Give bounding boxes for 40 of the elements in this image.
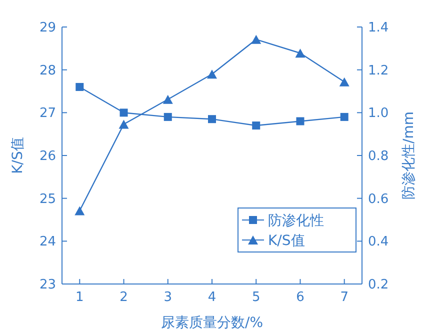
y2-tick-label: 1.2 [368, 63, 389, 78]
legend-label: 防渗化性 [268, 212, 324, 229]
point [251, 34, 262, 44]
point [296, 117, 304, 126]
point [74, 206, 85, 216]
point [208, 115, 216, 124]
x-tick-label: 3 [164, 290, 172, 305]
y2-tick-label: 0.4 [368, 234, 389, 250]
x-tick-label: 7 [340, 290, 348, 305]
y2-axis-title: 防渗化性/mm [401, 112, 417, 200]
point [118, 120, 129, 129]
y-tick-label: 26 [39, 149, 56, 164]
point [340, 112, 348, 121]
y2-tick-label: 0.2 [368, 278, 389, 293]
point [252, 122, 260, 130]
x-tick-label: 6 [296, 290, 304, 305]
y-tick-label: 29 [39, 20, 56, 36]
y2-tick-label: 1.0 [368, 106, 389, 122]
x-axis-title: 尿素质量分数/% [160, 315, 264, 331]
point [339, 77, 350, 86]
x-tick-label: 5 [252, 290, 260, 305]
legend-label: K/S值 [268, 232, 305, 249]
x-tick-label: 2 [120, 290, 128, 305]
x-tick-label: 4 [208, 290, 216, 305]
x-tick-label: 1 [76, 290, 84, 305]
y2-tick-label: 1.4 [368, 20, 389, 36]
point [164, 112, 172, 121]
y2-tick-label: 0.8 [368, 149, 389, 164]
y2-tick-label: 0.6 [368, 192, 389, 207]
point [162, 94, 173, 104]
point [76, 82, 84, 91]
point [295, 48, 306, 58]
y-tick-label: 28 [39, 63, 56, 78]
y-tick-label: 24 [39, 234, 56, 250]
y-axis-title: K/S值 [10, 137, 26, 174]
y-tick-label: 23 [39, 278, 56, 293]
y-tick-label: 25 [39, 192, 56, 207]
y-tick-label: 27 [39, 106, 56, 122]
point [120, 108, 128, 117]
point [207, 70, 217, 79]
